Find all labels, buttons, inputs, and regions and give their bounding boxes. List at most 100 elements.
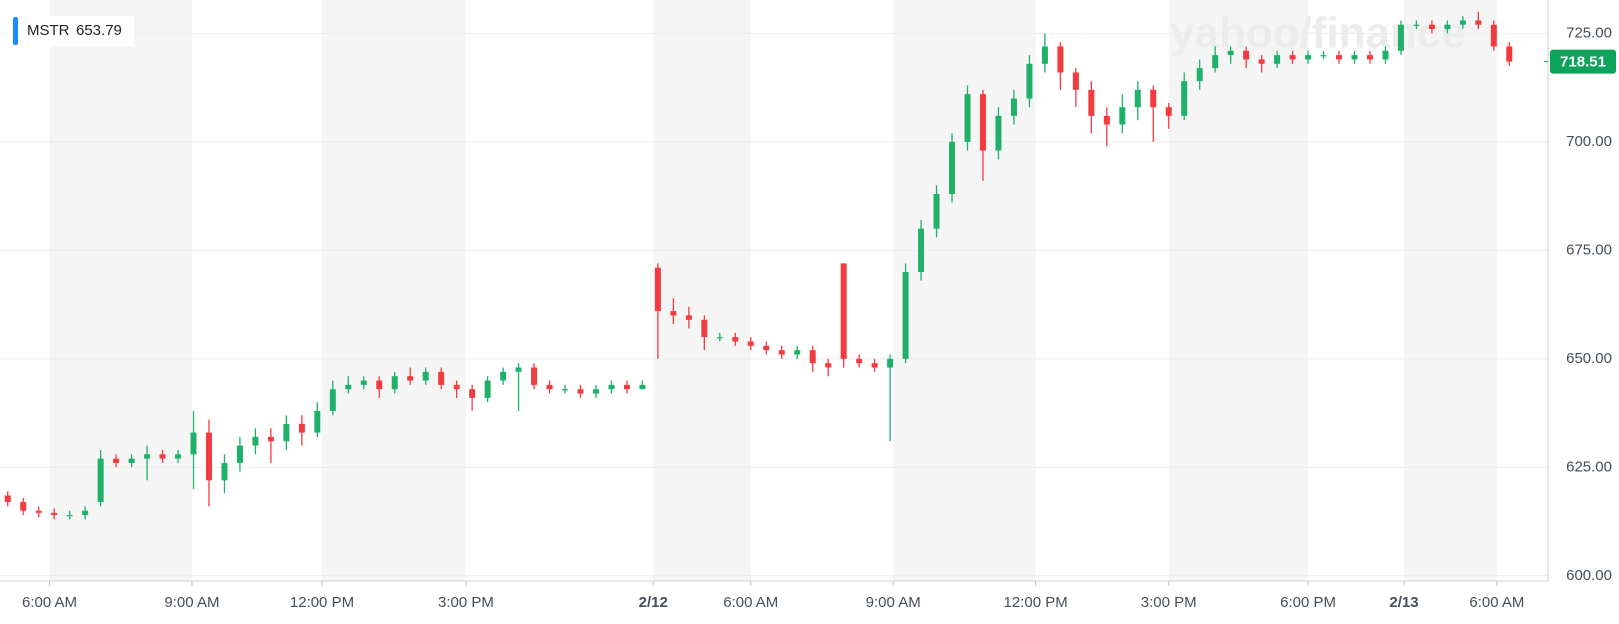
candle-body xyxy=(592,389,599,394)
candle-body xyxy=(1150,89,1157,108)
candle-body xyxy=(1397,24,1404,51)
candle-body xyxy=(236,445,243,463)
candle-body xyxy=(887,358,894,368)
candle-body xyxy=(1010,98,1017,116)
candle-body xyxy=(329,389,336,411)
candle-body xyxy=(1366,55,1373,60)
candle-body xyxy=(856,358,863,364)
candle-body xyxy=(144,454,151,459)
x-tick-label: 9:00 AM xyxy=(866,594,921,611)
candle-body xyxy=(345,384,352,390)
candle-body xyxy=(283,423,290,442)
symbol: MSTR xyxy=(27,22,70,39)
candle-body xyxy=(1506,46,1513,62)
session-band xyxy=(1168,0,1309,581)
candle-body xyxy=(422,371,429,381)
candle-body xyxy=(840,263,847,359)
candle-body xyxy=(732,337,739,342)
candle-body xyxy=(1212,55,1219,69)
candle-body xyxy=(97,458,104,503)
foreground-layer: 600.00 625.00 650.00 675.00 700.00 725.00 6:00… xyxy=(0,0,1616,611)
candle-body xyxy=(1428,24,1435,30)
candle-body xyxy=(654,267,661,312)
candle-body xyxy=(515,367,522,372)
candle-body xyxy=(809,350,816,364)
last-price-box xyxy=(1550,49,1616,74)
candle-body xyxy=(205,432,212,481)
candle-body xyxy=(1181,81,1188,116)
x-tick-label: 9:00 AM xyxy=(164,594,219,611)
candle-body xyxy=(1413,24,1420,26)
candle-body xyxy=(407,376,414,381)
last-price-label: 718.51 xyxy=(1560,54,1606,71)
candle-body xyxy=(1026,63,1033,99)
candle-body xyxy=(902,272,909,359)
y-tick-label: 600.00 xyxy=(1566,567,1612,584)
candle-body xyxy=(1274,55,1281,64)
y-tick-label: 725.00 xyxy=(1566,24,1612,41)
candle-body xyxy=(82,510,89,516)
candle-body xyxy=(35,510,42,513)
candle-body xyxy=(4,495,11,503)
candle-body xyxy=(747,341,754,346)
candle-body xyxy=(1134,89,1141,108)
x-tick-label: 2/12 xyxy=(639,594,668,611)
candle-body xyxy=(825,363,832,368)
candle-body xyxy=(360,380,367,385)
candle-body xyxy=(500,371,507,381)
candle-body xyxy=(871,363,878,368)
candle-body xyxy=(113,458,120,463)
session-band xyxy=(893,0,1036,581)
candle-body xyxy=(546,384,553,390)
candle-body xyxy=(1305,55,1312,60)
y-tick-label: 625.00 xyxy=(1566,458,1612,475)
candle-body xyxy=(376,380,383,390)
candle-body xyxy=(453,384,460,390)
y-tick-label: 700.00 xyxy=(1566,133,1612,150)
symbol-marker xyxy=(13,17,18,45)
candle-body xyxy=(562,389,569,391)
x-tick-label: 6:00 AM xyxy=(22,594,77,611)
candle-body xyxy=(778,350,785,355)
candle-body xyxy=(1459,20,1466,25)
candle-body xyxy=(685,315,692,320)
candle-body xyxy=(1119,107,1126,125)
candle-body xyxy=(716,337,723,339)
candle-body xyxy=(1227,50,1234,56)
candle-body xyxy=(933,193,940,229)
session-band xyxy=(49,0,192,581)
candle-body xyxy=(175,454,182,459)
x-tick-label: 12:00 PM xyxy=(1004,594,1068,611)
candle-body xyxy=(267,436,274,442)
x-tick-label: 3:00 PM xyxy=(438,594,494,611)
y-tick-label: 650.00 xyxy=(1566,350,1612,367)
candle-body xyxy=(1072,72,1079,90)
candle-body xyxy=(128,458,135,463)
candle-body xyxy=(623,384,630,390)
x-tick-label: 6:00 AM xyxy=(1469,594,1524,611)
candle-body xyxy=(964,94,971,142)
candle-body xyxy=(1475,20,1482,25)
previous-close: 653.79 xyxy=(76,22,122,39)
candle-body xyxy=(484,380,491,398)
candle-body xyxy=(1382,50,1389,60)
candle-body xyxy=(159,454,166,459)
candle-body xyxy=(1041,46,1048,64)
candle-body xyxy=(763,345,770,351)
background-layer xyxy=(0,0,1548,581)
candle-body xyxy=(1088,89,1095,116)
candle-body xyxy=(314,410,321,433)
candle-body xyxy=(1351,55,1358,60)
x-tick-label: 12:00 PM xyxy=(290,594,354,611)
candle-body xyxy=(1103,115,1110,125)
watermark: yahoo/finance xyxy=(1170,9,1466,58)
candle-body xyxy=(1165,107,1172,116)
candle-body xyxy=(1196,68,1203,82)
candle-body xyxy=(918,228,925,273)
x-tick-label: 6:00 PM xyxy=(1280,594,1336,611)
candle-body xyxy=(1243,50,1250,60)
y-tick-label: 675.00 xyxy=(1566,241,1612,258)
candle-body xyxy=(51,512,58,516)
candle-body xyxy=(1444,24,1451,30)
